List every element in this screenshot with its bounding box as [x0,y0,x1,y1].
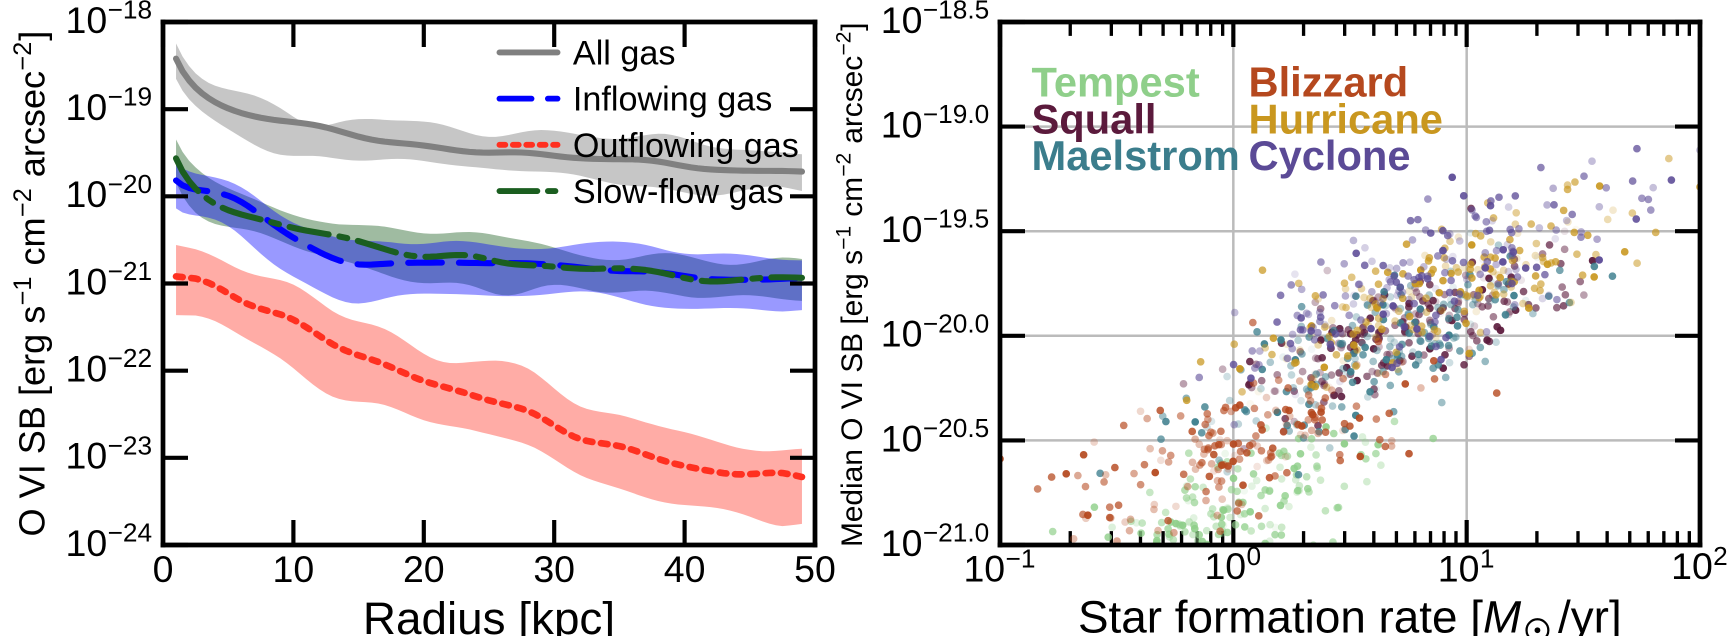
svg-text:20: 20 [403,548,445,590]
svg-text:All gas: All gas [573,34,676,72]
svg-text:50: 50 [794,548,836,590]
svg-text:1 0 −: 1 0 − 2 4 [66,501,153,565]
svg-text:1 0 −: 1 0 − 1 9 . 5 [881,188,989,252]
svg-text:Maelstrom: Maelstrom [1032,132,1240,179]
svg-text:O V I: O V I S B [ e r g s c m a r c s e [0,20,55,537]
svg-text:1 0 −: 1 0 − 2 0 . 5 [881,397,989,461]
svg-text:1 0 −: 1 0 − 2 0 [66,153,153,217]
svg-text:1 0 −: 1 0 − 1 9 . 0 [881,83,989,147]
svg-text:1 0 −: 1 0 − 2 1 [66,240,153,304]
svg-text:Inflowing gas: Inflowing gas [573,81,772,119]
svg-text:1 0 −: 1 0 − 1 8 . 5 [881,0,989,43]
svg-text:Slow-flow gas: Slow-flow gas [573,173,784,211]
svg-text:Outflowing gas: Outflowing gas [573,127,799,165]
svg-text:1 0 −: 1 0 − 1 9 [66,66,153,130]
svg-text:S t a r: S t a r f o r m a t i o n r a t e [ / y [1078,591,1633,636]
svg-text:Cyclone: Cyclone [1248,132,1410,179]
svg-text:40: 40 [664,548,706,590]
svg-text:1 0 −: 1 0 − 2 2 [66,327,153,391]
svg-text:1 0 −: 1 0 − 1 8 [66,0,153,43]
svg-text:1 0 1: 1 0 1 [1438,542,1495,592]
svg-text:1 0 −: 1 0 − 2 0 . 0 [881,292,989,356]
svg-text:10: 10 [273,548,315,590]
svg-text:0: 0 [153,548,174,590]
svg-text:30: 30 [533,548,575,590]
svg-text:1 0 −: 1 0 − 2 3 [66,414,153,478]
svg-text:M e d i: M e d i a n O V I S B [ e r g s c [811,11,872,547]
svg-text:Radius [kpc]: Radius [kpc] [363,593,615,636]
